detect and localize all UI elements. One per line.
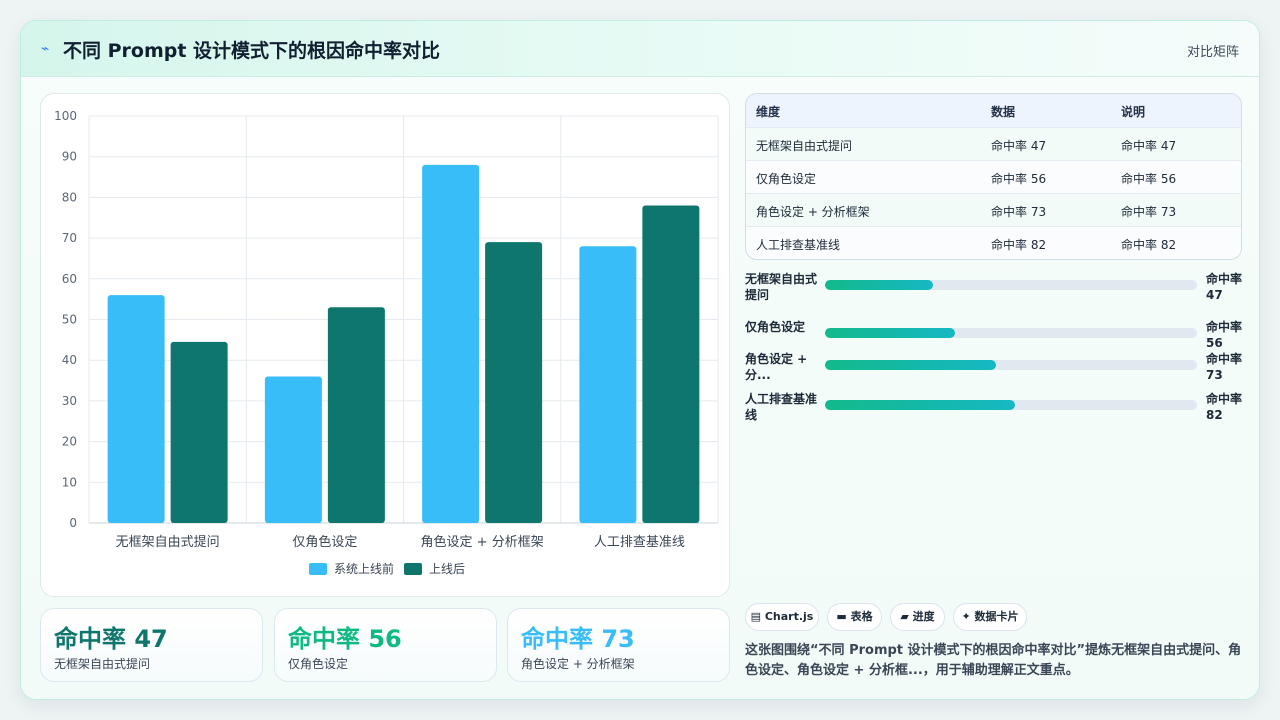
table-row: 无框架自由式提问 命中率 47 命中率 47: [746, 127, 1241, 160]
description-note: 这张图围绕“不同 Prompt 设计模式下的根因命中率对比”提炼无框架自由式提问…: [745, 643, 1242, 678]
y-tick-label: 30: [62, 394, 77, 408]
table-cell: 命中率 56: [1121, 172, 1177, 186]
page-title: 不同 Prompt 设计模式下的根因命中率对比: [63, 40, 441, 62]
table-cell: 命中率 73: [1121, 205, 1177, 219]
stat-value-3: 命中率 73: [521, 625, 635, 653]
stat-label-2: 仅角色设定: [288, 657, 349, 671]
table-header-dimension: 维度: [756, 105, 781, 119]
y-tick-label: 10: [62, 475, 77, 489]
y-tick-label: 50: [62, 313, 77, 327]
y-tick-label: 0: [69, 516, 77, 530]
x-tick-label: 无框架自由式提问: [116, 534, 220, 550]
progress-track: [825, 400, 1197, 410]
table-cell: 命中率 73: [991, 205, 1047, 219]
progress-label: 角色设定 + 分...: [745, 352, 808, 382]
table-cell: 命中率 82: [1121, 238, 1177, 252]
progress-fill: [825, 328, 956, 338]
table-cell: 人工排查基准线: [756, 238, 841, 252]
y-tick-label: 100: [54, 109, 77, 123]
lightning-icon: ⌁: [41, 41, 50, 57]
bar: [579, 246, 637, 524]
data-table: 维度 数据 说明 无框架自由式提问 命中率 47 命中率 47 仅角色设定 命中…: [745, 93, 1242, 260]
stat-value-2: 命中率 56: [288, 625, 402, 653]
stat-label-3: 角色设定 + 分析框架: [521, 657, 635, 671]
x-tick-label: 仅角色设定: [292, 534, 357, 550]
progress-fill: [825, 360, 997, 370]
stat-value-1: 命中率 47: [54, 625, 168, 653]
table-header-row: 维度 数据 说明: [746, 94, 1241, 127]
y-tick-label: 70: [62, 231, 77, 245]
legend-label: 系统上线前: [334, 561, 394, 576]
legend-swatch: [309, 563, 327, 575]
y-tick-label: 20: [62, 435, 77, 449]
table-row: 人工排查基准线 命中率 82 命中率 82: [746, 226, 1241, 259]
table-header-data: 数据: [991, 105, 1016, 119]
table-cell: 命中率 47: [1121, 139, 1177, 153]
chip-progress[interactable]: ▰ 进度: [890, 603, 945, 631]
progress-track: [825, 280, 1197, 290]
chip-table[interactable]: ▬ 表格: [827, 603, 882, 631]
y-tick-label: 60: [62, 272, 77, 286]
legend-label: 上线后: [429, 562, 465, 576]
bar: [422, 164, 480, 523]
bar: [327, 307, 385, 523]
table-cell: 命中率 47: [991, 139, 1047, 153]
bar: [264, 376, 322, 523]
progress-track: [825, 328, 1197, 338]
bar: [107, 295, 165, 523]
stat-card-3: 命中率 73 角色设定 + 分析框架: [507, 608, 730, 682]
matrix-label[interactable]: 对比矩阵: [1186, 45, 1239, 60]
y-tick-label: 90: [62, 150, 77, 164]
bar: [642, 205, 700, 523]
main-card: ⌁ 不同 Prompt 设计模式下的根因命中率对比 对比矩阵 0 10 20 30 40…: [20, 20, 1260, 700]
table-row: 仅角色设定 命中率 56 命中率 56: [746, 160, 1241, 193]
legend-swatch: [404, 563, 422, 575]
progress-value: 命中率 73: [1206, 352, 1243, 382]
y-tick-label: 80: [62, 190, 77, 204]
x-tick-label: 角色设定 + 分析框架: [421, 534, 544, 550]
table-cell: 命中率 82: [991, 238, 1047, 252]
progress-value: 命中率 82: [1206, 392, 1243, 422]
table-cell: 角色设定 + 分析框架: [756, 205, 870, 219]
table-cell: 无框架自由式提问: [756, 139, 853, 153]
progress-row-1: 无框架自由式 提问 命中率 47: [745, 271, 1242, 307]
table-row: 角色设定 + 分析框架 命中率 73 命中率 73: [746, 193, 1241, 226]
table-header-note: 说明: [1121, 105, 1146, 119]
progress-row-2: 仅角色设定 命中率 56: [745, 319, 1242, 355]
x-tick-label: 人工排查基准线: [594, 535, 685, 550]
stat-label-1: 无框架自由式提问: [54, 657, 151, 671]
bar-chart-panel: 0 10 20 30 40 50 60 70 80 90 100 无框架自由式提问 仅角色设定 角色设定 …: [40, 93, 730, 597]
progress-row-3: 角色设定 + 分... 命中率 73: [745, 351, 1242, 387]
progress-fill: [825, 280, 933, 290]
progress-track: [825, 360, 1197, 370]
bar: [485, 242, 543, 524]
header-bar: ⌁ 不同 Prompt 设计模式下的根因命中率对比 对比矩阵: [21, 21, 1259, 77]
progress-value: 命中率 47: [1206, 272, 1243, 302]
progress-label: 无框架自由式 提问: [745, 272, 818, 302]
progress-fill: [825, 400, 1015, 410]
table-cell: 仅角色设定: [756, 172, 817, 186]
progress-label: 仅角色设定: [745, 320, 806, 334]
chip-data-card[interactable]: ✦ 数据卡片: [953, 603, 1027, 631]
stat-card-2: 命中率 56 仅角色设定: [274, 608, 497, 682]
table-cell: 命中率 56: [991, 172, 1047, 186]
progress-value: 命中率 56: [1206, 320, 1243, 350]
bar-chart: 0 10 20 30 40 50 60 70 80 90 100 无框架自由式提问 仅角色设定 角色设定 …: [54, 109, 719, 576]
y-tick-label: 40: [62, 353, 77, 367]
stat-card-1: 命中率 47 无框架自由式提问: [40, 608, 263, 682]
progress-row-4: 人工排查基准线 命中率 82: [745, 391, 1242, 427]
bar: [170, 341, 228, 523]
progress-label: 人工排查基准线: [745, 392, 818, 422]
chip-chartjs[interactable]: ▤ Chart.js: [745, 603, 819, 631]
